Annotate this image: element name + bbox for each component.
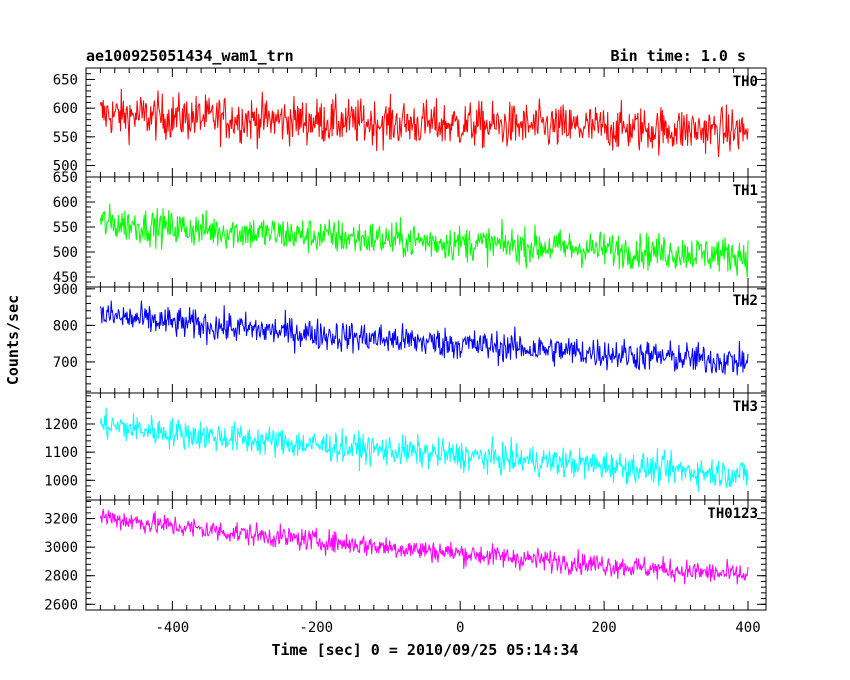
y-tick-label: 600 [53,195,78,211]
panel-label: TH1 [733,183,758,199]
y-tick-label: 700 [53,355,78,371]
y-tick-label: 650 [53,170,78,186]
panel-label: TH0 [733,74,758,90]
x-tick-label: 200 [591,620,616,636]
x-tick-label: 400 [735,620,760,636]
y-tick-label: 2800 [44,569,78,585]
x-tick-label: -200 [299,620,333,636]
panel-th1: 450 500 550 600 650 TH1 [53,170,767,288]
series-line-th3 [99,407,749,492]
series-line-th2 [99,300,749,376]
y-tick-label: 900 [53,282,78,298]
series-line-th0 [99,88,749,158]
panel-th0123: 2600 2800 3000 3200 TH0123 [44,499,767,613]
y-tick-label: 550 [53,130,78,146]
panel-frame [85,176,767,288]
y-tick-label: 3200 [44,512,78,528]
panel-label: TH2 [733,293,758,309]
y-tick-label: 600 [53,101,78,117]
series-line-th1 [99,203,749,278]
y-axis-label: Counts/sec [4,295,22,385]
panel-th0: 500 550 600 650 TH0 [53,67,767,178]
y-tick-label: 500 [53,245,78,261]
y-tick-label: 500 [53,159,78,175]
x-tick-label: 0 [456,620,464,636]
panel-th2: 700 800 900 TH2 [53,282,767,394]
x-tick-label: -400 [155,620,189,636]
panel-frame [85,499,767,611]
panel-label: TH3 [733,399,758,415]
series-line-th0123 [99,508,749,585]
panel-label: TH0123 [707,506,758,522]
y-tick-label: 1100 [44,445,78,461]
panels-group: 500 550 600 650 TH0 450 500 550 600 650 TH1 700 800 9… [44,67,767,636]
y-tick-label: 3000 [44,540,78,556]
y-tick-label: 1200 [44,417,78,433]
y-tick-label: 2600 [44,597,78,613]
x-axis-label: Time [sec] 0 = 2010/09/25 05:14:34 [271,641,578,659]
panel-th3: 1000 1100 1200 TH3 [44,392,767,501]
y-tick-label: 800 [53,318,78,334]
header-right-title: Bin time: 1.0 s [611,47,746,65]
y-tick-label: 1000 [44,473,78,489]
y-tick-label: 550 [53,220,78,236]
y-tick-label: 650 [53,72,78,88]
y-tick-label: 450 [53,270,78,286]
header-left-title: ae100925051434_wam1_trn [86,47,294,65]
